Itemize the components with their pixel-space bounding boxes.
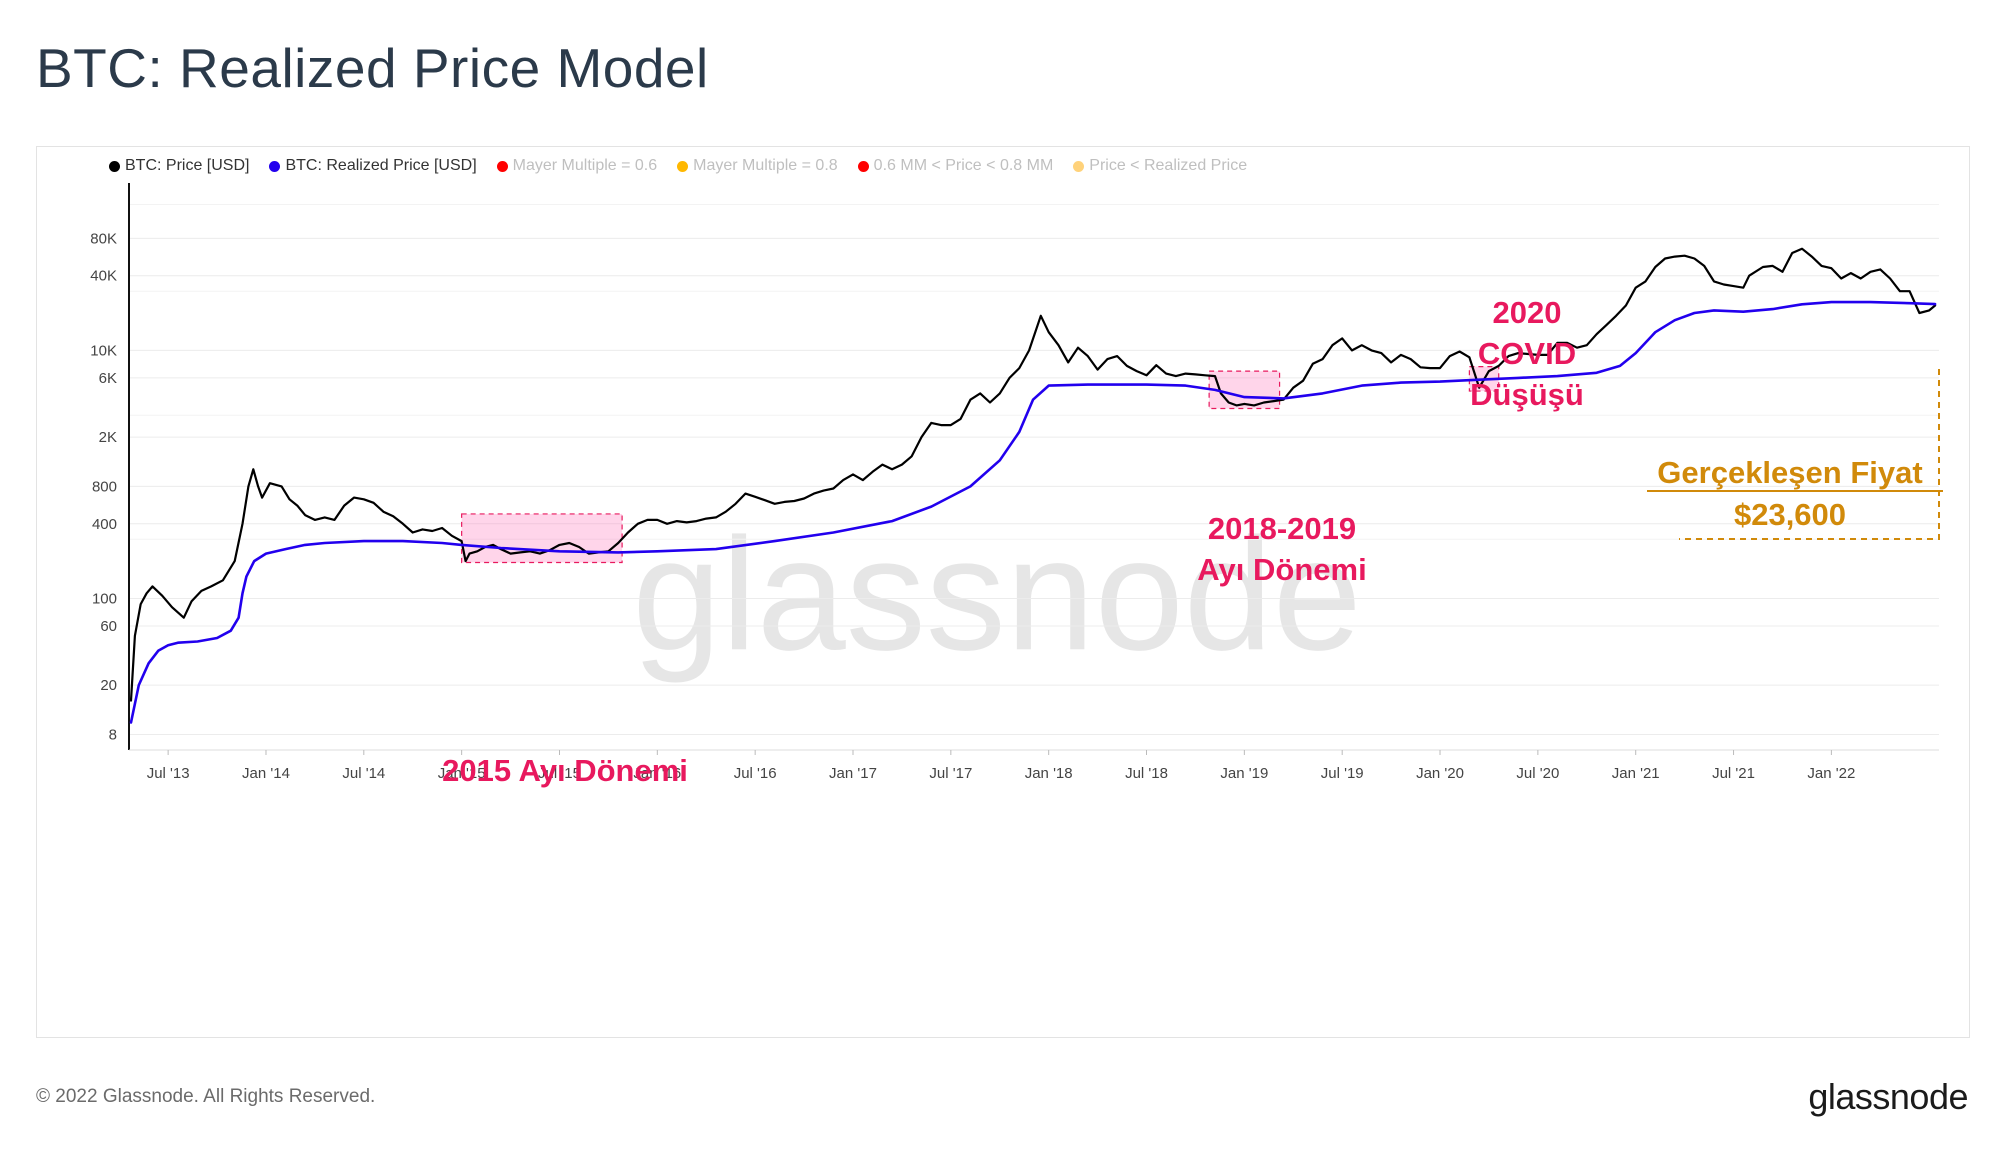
y-tick-label: 2K xyxy=(99,429,117,446)
legend-item-below-realized[interactable]: Price < Realized Price xyxy=(1073,157,1247,175)
y-tick-label: 20 xyxy=(100,677,117,694)
x-tick-label: Jul '15 xyxy=(538,765,581,782)
x-tick-label: Jul '20 xyxy=(1516,765,1559,782)
x-tick-label: Jan '14 xyxy=(242,765,290,782)
x-tick-label: Jul '13 xyxy=(147,765,190,782)
y-tick-label: 6K xyxy=(99,370,117,387)
legend-dot-icon xyxy=(109,160,120,172)
annotation-covid-line1: 2020 xyxy=(1493,295,1562,330)
legend-label: BTC: Price [USD] xyxy=(125,157,250,174)
y-tick-label: 8 xyxy=(109,727,117,744)
annotation-realized-bracket xyxy=(1679,369,1940,540)
y-tick-label: 60 xyxy=(100,618,117,635)
x-tick-label: Jan '22 xyxy=(1807,765,1855,782)
annotation-2018-bear-line2: Ayı Dönemi xyxy=(1197,552,1366,587)
y-tick-label: 400 xyxy=(92,516,117,533)
y-tick-label: 40K xyxy=(90,268,117,285)
x-tick-label: Jan '21 xyxy=(1612,765,1660,782)
legend-item-btc-price[interactable]: BTC: Price [USD] xyxy=(109,157,249,175)
annotation-covid-line2: COVID xyxy=(1478,336,1576,371)
footer-copyright: © 2022 Glassnode. All Rights Reserved. xyxy=(36,1086,376,1107)
legend-label: Mayer Multiple = 0.6 xyxy=(512,157,658,174)
x-tick-label: Jul '19 xyxy=(1321,765,1364,782)
x-tick-label: Jul '16 xyxy=(734,765,777,782)
y-tick-label: 100 xyxy=(92,590,117,607)
y-tick-label: 800 xyxy=(92,478,117,495)
legend-label: BTC: Realized Price [USD] xyxy=(285,157,477,174)
legend-label: Mayer Multiple = 0.8 xyxy=(693,157,838,174)
chart-legend: BTC: Price [USD] BTC: Realized Price [US… xyxy=(109,157,1247,175)
annotation-realized-label: Gerçekleşen Fiyat xyxy=(1657,455,1922,490)
legend-item-mm-band[interactable]: 0.6 MM < Price < 0.8 MM xyxy=(857,157,1054,175)
x-tick-label: Jan '18 xyxy=(1025,765,1073,782)
x-tick-label: Jul '21 xyxy=(1712,765,1755,782)
chart-container: BTC: Price [USD] BTC: Realized Price [US… xyxy=(36,146,1970,1038)
legend-item-mayer-0-8[interactable]: Mayer Multiple = 0.8 xyxy=(677,157,838,175)
legend-item-mayer-0-6[interactable]: Mayer Multiple = 0.6 xyxy=(496,157,658,175)
annotation-realized-value: $23,600 xyxy=(1734,497,1846,532)
x-tick-label: Jul '17 xyxy=(929,765,972,782)
x-tick-label: Jan '15 xyxy=(438,765,486,782)
legend-dot-icon xyxy=(269,160,281,172)
legend-label: 0.6 MM < Price < 0.8 MM xyxy=(873,157,1054,174)
x-tick-label: Jan '17 xyxy=(829,765,877,782)
legend-dot-icon xyxy=(496,160,508,172)
btc-price-line xyxy=(129,247,1937,702)
annotation-2015-bear: 2015 Ayı Dönemi xyxy=(442,753,688,788)
page-title: BTC: Realized Price Model xyxy=(36,37,709,99)
x-tick-label: Jan '16 xyxy=(633,765,681,782)
chart-plot[interactable]: glassnode 8 20 60 100 400 800 2K 6K 10K 40K 80K Jul… xyxy=(37,147,1969,1037)
watermark-text: glassnode xyxy=(632,504,1361,683)
y-tick-label: 10K xyxy=(90,342,117,359)
x-tick-label: Jul '14 xyxy=(342,765,385,782)
legend-dot-icon xyxy=(677,160,689,172)
legend-dot-icon xyxy=(857,160,869,172)
glassnode-logo[interactable]: glassnode xyxy=(1808,1076,1968,1117)
realized-price-line xyxy=(129,300,1937,724)
annotation-2018-bear-line1: 2018-2019 xyxy=(1208,511,1356,546)
x-tick-label: Jul '18 xyxy=(1125,765,1168,782)
legend-label: Price < Realized Price xyxy=(1089,157,1248,174)
y-tick-label: 80K xyxy=(90,230,117,247)
annotation-covid-line3: Düşüşü xyxy=(1470,377,1584,412)
legend-dot-icon xyxy=(1073,160,1085,172)
highlight-region xyxy=(461,513,623,564)
x-tick-label: Jan '20 xyxy=(1416,765,1464,782)
x-tick-label: Jan '19 xyxy=(1220,765,1268,782)
legend-item-realized-price[interactable]: BTC: Realized Price [USD] xyxy=(269,157,477,175)
